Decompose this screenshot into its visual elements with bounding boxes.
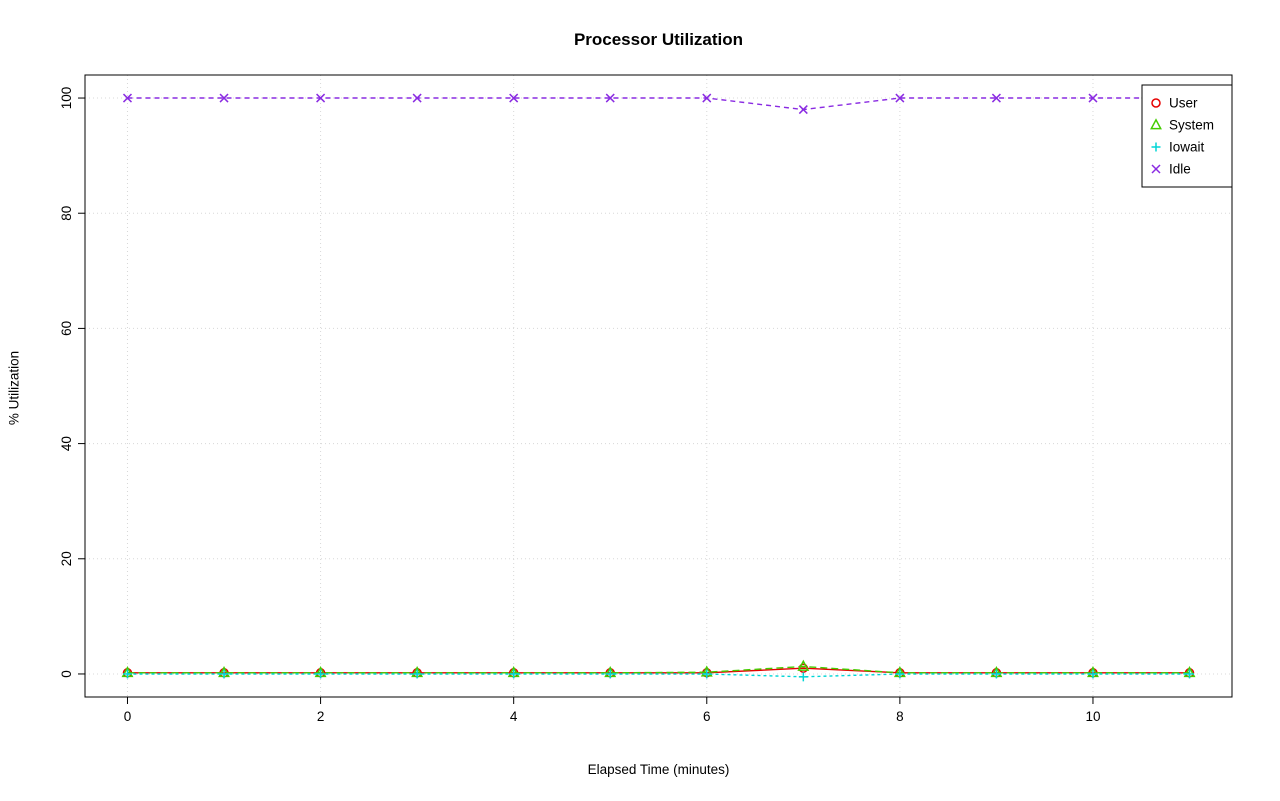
x-tick-label: 0	[124, 709, 132, 724]
marker-triangle	[1150, 118, 1162, 130]
marker-x	[605, 93, 615, 103]
y-tick-label: 100	[59, 87, 74, 110]
legend-label-user: User	[1169, 96, 1198, 111]
series-line-iowait	[127, 673, 1190, 678]
y-tick-label: 0	[59, 670, 74, 678]
marker-x	[412, 93, 422, 103]
marker-x	[798, 105, 808, 115]
series-line-system	[127, 665, 1190, 674]
marker-x	[1151, 164, 1161, 174]
marker-x	[895, 93, 905, 103]
chart-title: Processor Utilization	[573, 30, 744, 49]
marker-x	[219, 93, 229, 103]
y-tick-label: 80	[59, 206, 74, 221]
marker-x	[509, 93, 519, 103]
legend-label-idle: Idle	[1169, 162, 1191, 177]
plot-border	[84, 74, 1233, 698]
x-axis-label: Elapsed Time (minutes)	[587, 762, 730, 777]
legend-label-iowait: Iowait	[1169, 140, 1205, 155]
marker-triangle	[797, 659, 810, 671]
x-tick-label: 6	[703, 709, 711, 724]
marker-x	[316, 93, 326, 103]
marker-x	[122, 93, 133, 103]
marker-x	[1088, 93, 1098, 103]
x-tick-label: 4	[510, 709, 518, 724]
legend-label-system: System	[1169, 118, 1214, 133]
marker-circle	[1151, 98, 1161, 108]
y-tick-label: 20	[59, 551, 74, 566]
y-tick-label: 40	[59, 436, 74, 451]
marker-x	[702, 93, 712, 103]
x-tick-label: 2	[317, 709, 325, 724]
legend: User System Iowait Idle	[1141, 84, 1233, 188]
x-tick-label: 8	[896, 709, 904, 724]
x-tick-label: 10	[1085, 709, 1100, 724]
marker-x	[991, 93, 1001, 103]
y-tick-label: 60	[59, 321, 74, 336]
series-line-idle	[127, 97, 1190, 111]
y-axis-label: % Utilization	[6, 350, 22, 426]
